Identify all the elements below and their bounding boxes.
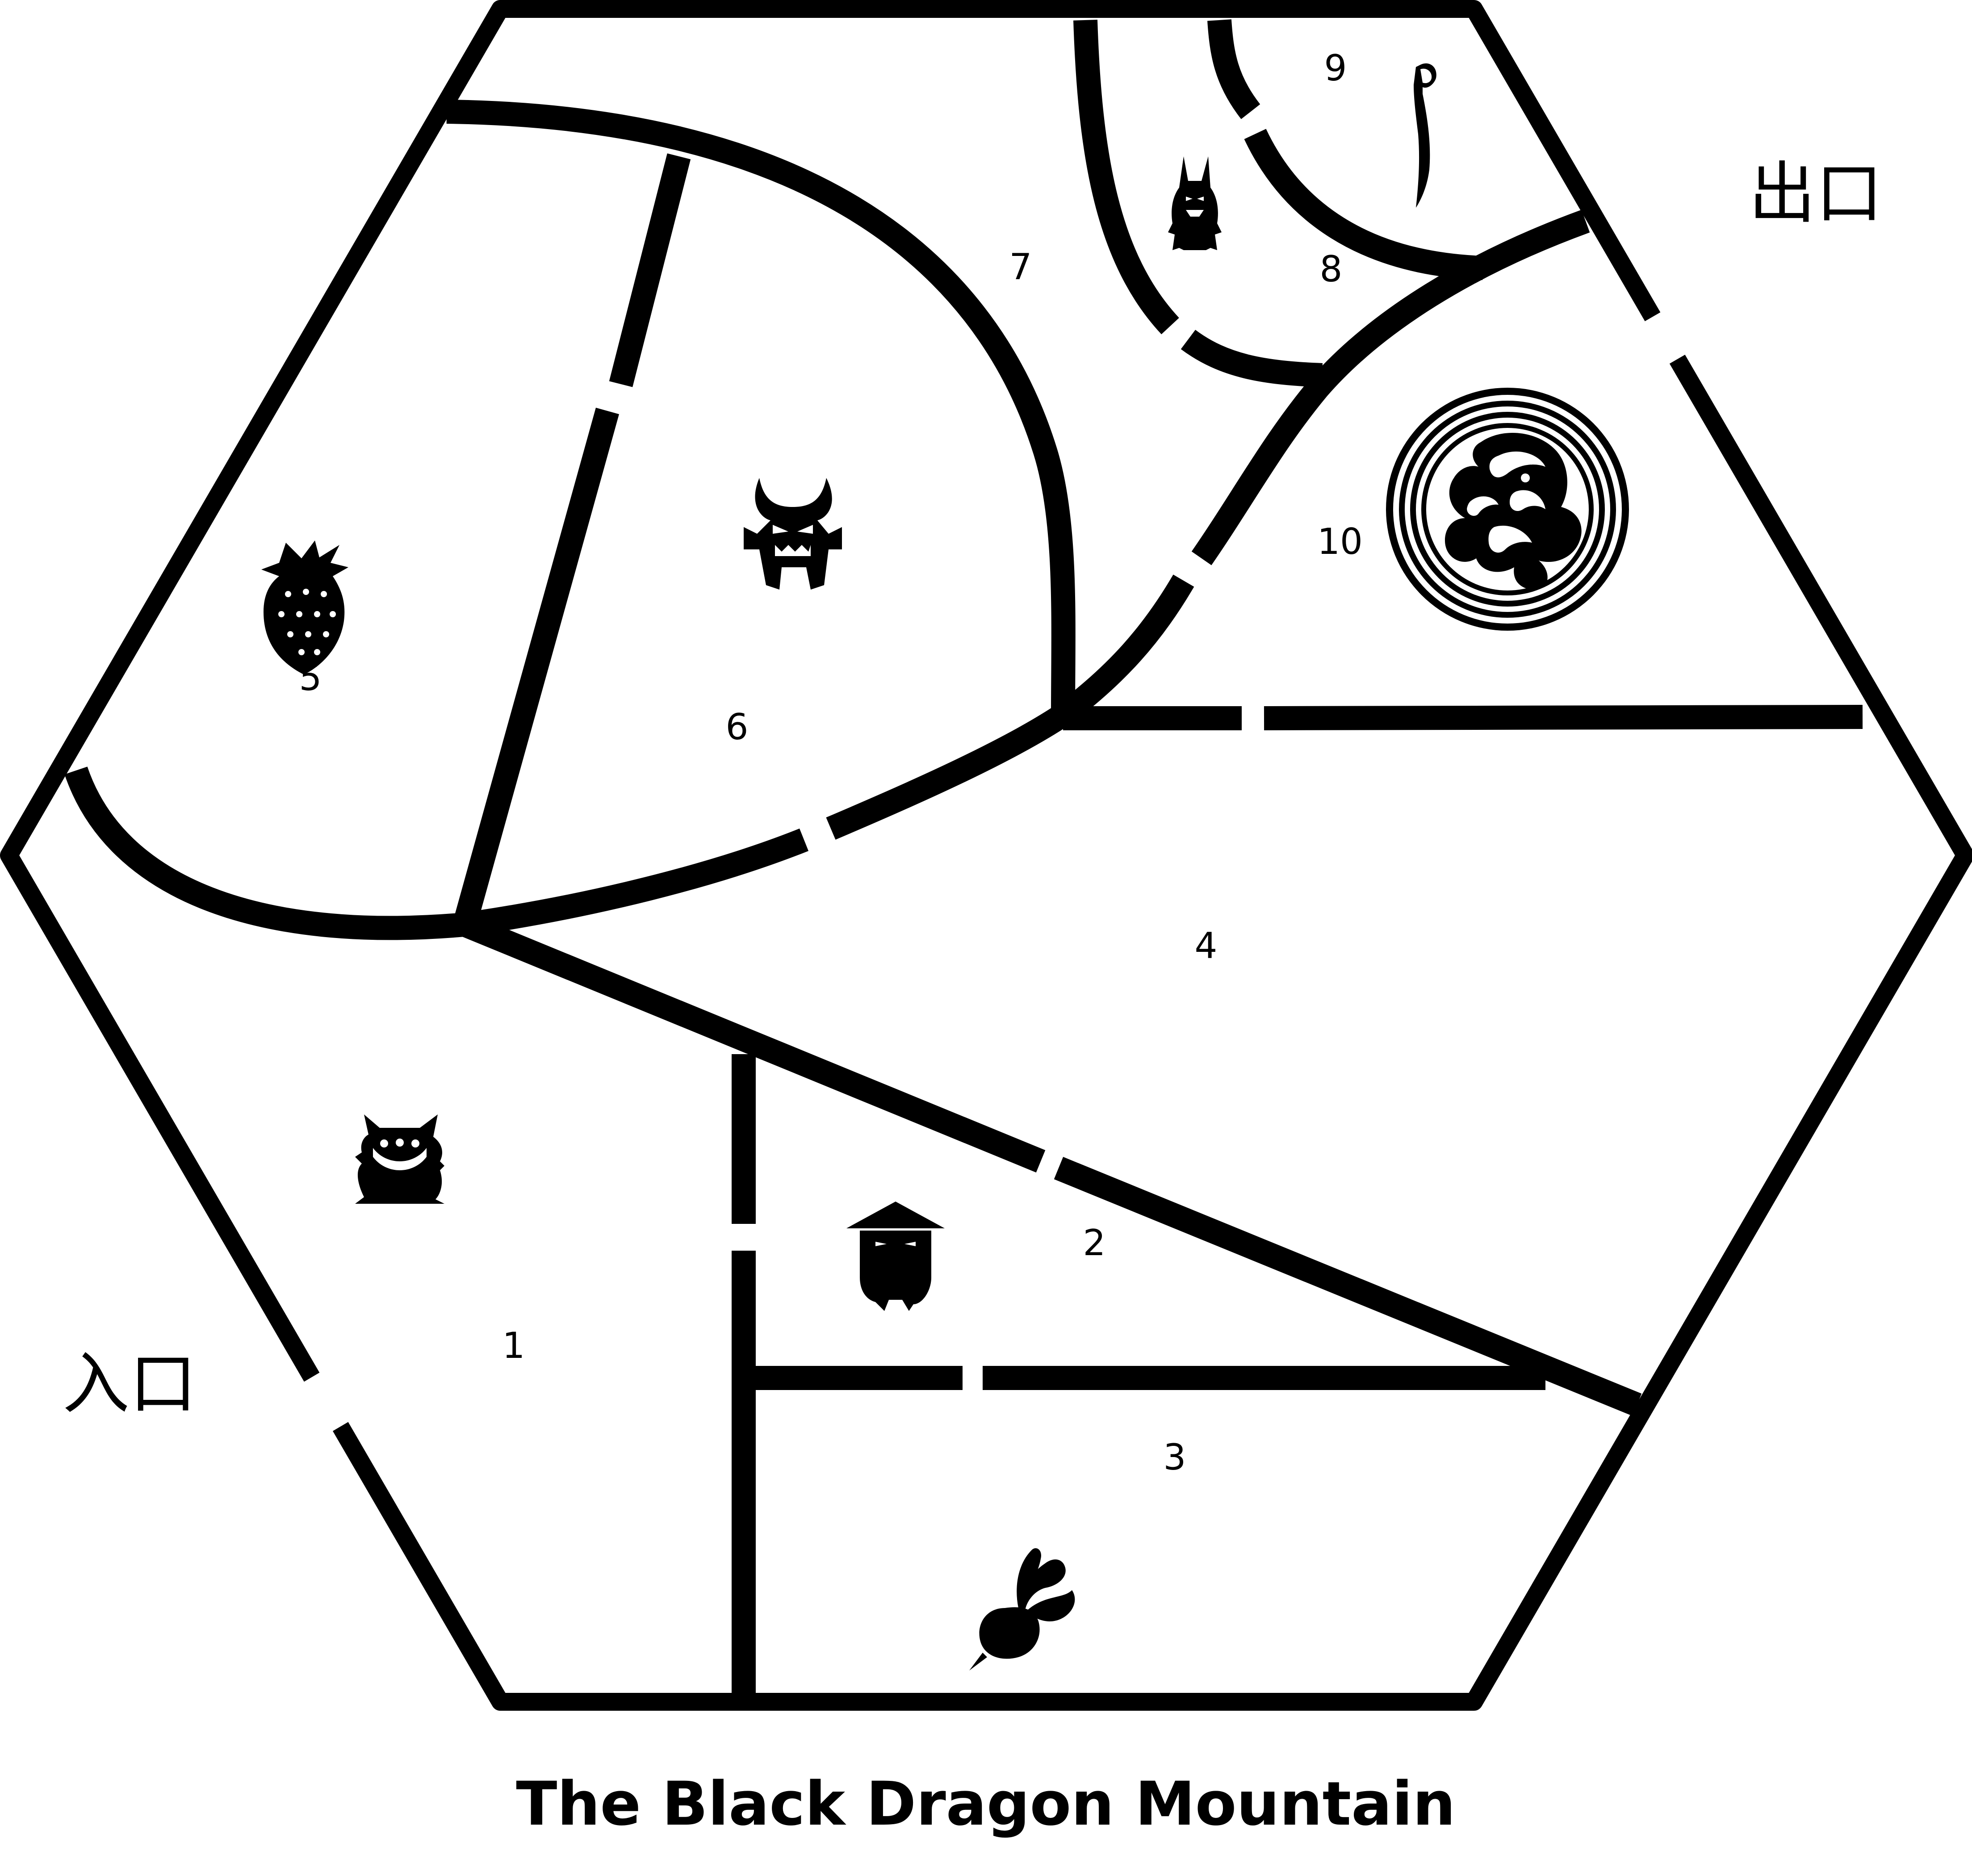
eared-imp-icon [1168,156,1222,250]
horned-blob-monster-icon [355,1114,444,1204]
outer-boundary [0,0,1972,1711]
entrance-gap[interactable] [297,1370,353,1435]
exit-label: 出口 [1749,155,1883,233]
wall-2-4-diagonal [1054,1157,1642,1416]
wall-7-8-lower [1181,330,1323,387]
room-numbers: 1 2 3 4 5 6 7 8 9 10 [299,47,1363,1478]
wall-1-4-diagonal [460,913,1046,1172]
room-number-9: 9 [1324,47,1347,89]
wall-7-8-upper [1073,20,1179,335]
room-number-4: 4 [1195,925,1218,967]
entrance-label: 入口 [63,1345,197,1423]
room-number-6: 6 [726,706,749,748]
wall-5-7-top [446,100,1076,715]
wall-7-10-upper [1191,209,1590,565]
room-number-7: 7 [1009,246,1032,288]
wall-8-9-upper [1207,19,1260,119]
wall-8-9-lower [1244,129,1484,280]
interior-walls [64,19,1863,1693]
room-number-1: 1 [502,1325,525,1366]
room-number-2: 2 [1083,1222,1106,1264]
room-number-10: 10 [1317,521,1363,562]
horned-demon-icon [744,478,842,590]
wall-7-10-lower [1055,574,1194,724]
wall-4-10-right [1264,705,1863,730]
black-dragon-emblem-icon [1386,388,1629,631]
wall-5-6-lower [452,407,620,928]
room-number-8: 8 [1320,248,1343,290]
strawberry-icon [261,540,348,674]
exit-gap[interactable] [1634,311,1687,370]
straw-hat-ghost-icon [846,1202,945,1311]
map-title: The Black Dragon Mountain [516,1769,1455,1839]
curved-sword-icon [1414,63,1436,208]
wall-6-4-left [463,828,809,937]
room-number-3: 3 [1164,1436,1186,1478]
radish-icon [969,1548,1075,1671]
wall-5-6-upper [609,153,691,387]
wall-5-1 [64,766,466,940]
wall-6-4-right [826,704,1070,840]
